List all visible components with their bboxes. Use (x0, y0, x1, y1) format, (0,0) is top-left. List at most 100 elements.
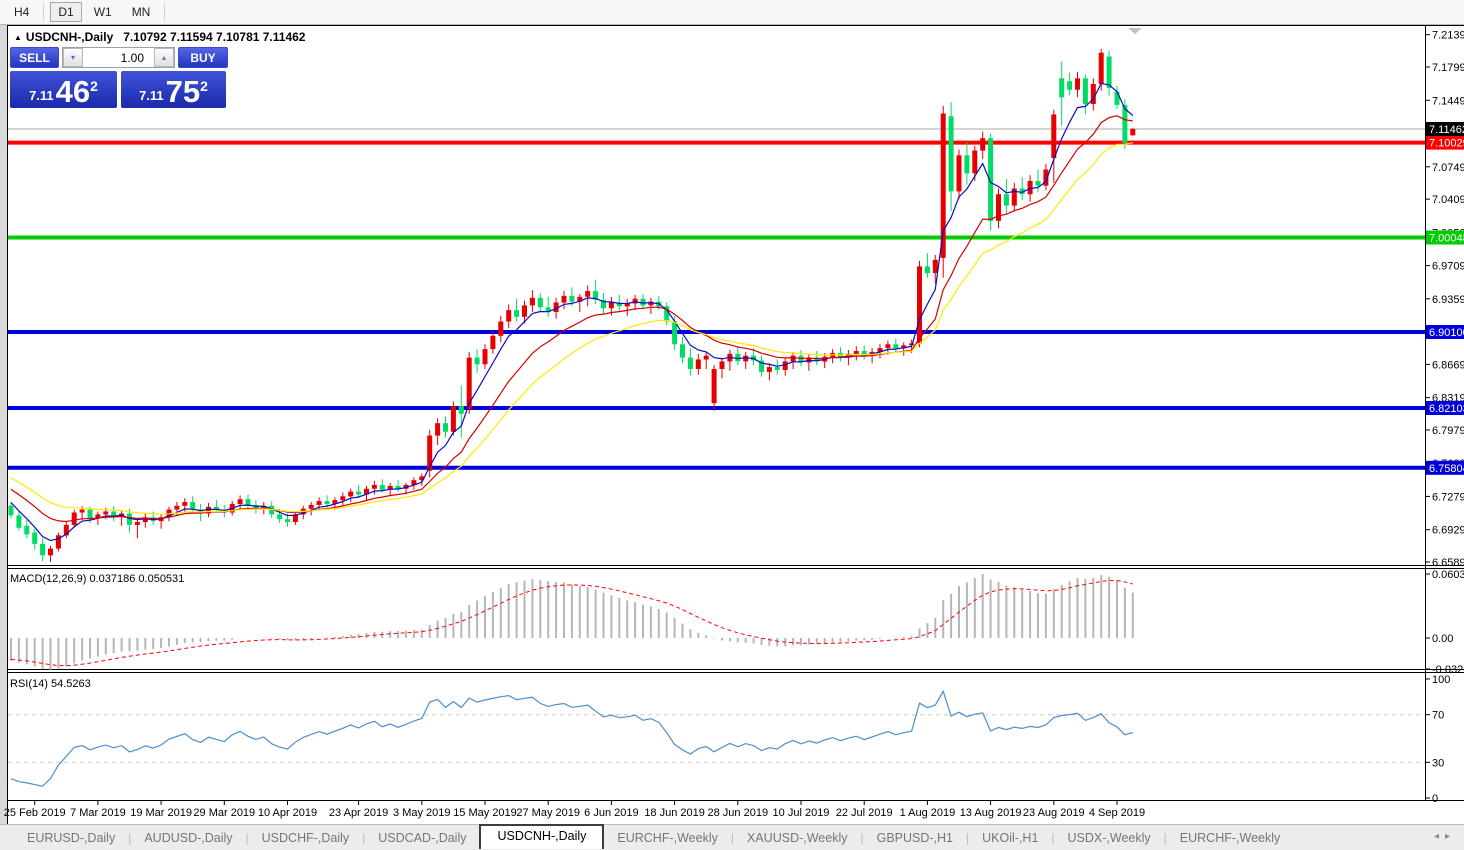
svg-text:10 Jul 2019: 10 Jul 2019 (773, 807, 830, 819)
svg-text:28 Jun 2019: 28 Jun 2019 (708, 807, 769, 819)
svg-text:-0.032648: -0.032648 (1432, 664, 1464, 676)
macd-histogram (10, 574, 1134, 670)
svg-text:7.04090: 7.04090 (1432, 194, 1464, 206)
sell-price-button[interactable]: 7.11 46 2 (10, 71, 117, 108)
svg-text:6.82103: 6.82103 (1429, 403, 1464, 415)
svg-text:0: 0 (1432, 793, 1438, 805)
timeframe-button-d1[interactable]: D1 (50, 2, 82, 22)
sell-price-small: 7.11 (29, 88, 54, 103)
svg-text:70: 70 (1432, 710, 1444, 722)
svg-text:25 Feb 2019: 25 Feb 2019 (4, 807, 66, 819)
svg-text:100: 100 (1432, 674, 1450, 686)
sell-button[interactable]: SELL (10, 47, 59, 68)
rsi-line (10, 689, 1133, 787)
chart-tab-eurusd-daily[interactable]: EURUSD-,Daily (27, 830, 116, 845)
svg-text:6.72790: 6.72790 (1432, 491, 1464, 503)
svg-text:6.79790: 6.79790 (1432, 425, 1464, 437)
svg-text:23 Apr 2019: 23 Apr 2019 (329, 807, 388, 819)
svg-text:23 Aug 2019: 23 Aug 2019 (1023, 807, 1085, 819)
sell-price-big: 46 (55, 74, 91, 109)
tab-scroll-arrows[interactable]: ◂▸ (1434, 831, 1456, 842)
timeframe-button-w1[interactable]: W1 (93, 5, 112, 19)
svg-text:15 May 2019: 15 May 2019 (453, 807, 517, 819)
svg-text:22 Jul 2019: 22 Jul 2019 (836, 807, 893, 819)
svg-text:6.86690: 6.86690 (1432, 359, 1464, 371)
chart-tab-eurchf-weekly[interactable]: EURCHF-,Weekly (617, 830, 718, 845)
svg-text:7.11462: 7.11462 (1429, 124, 1464, 136)
volume-spinner: ▾ 1.00 ▴ (62, 47, 175, 68)
svg-text:18 Jun 2019: 18 Jun 2019 (644, 807, 705, 819)
svg-text:13 Aug 2019: 13 Aug 2019 (960, 807, 1022, 819)
volume-increase-icon[interactable]: ▴ (154, 48, 174, 67)
svg-text:7 Mar 2019: 7 Mar 2019 (70, 807, 126, 819)
svg-text:7.21390: 7.21390 (1432, 30, 1464, 42)
chart-frame (7, 25, 1464, 824)
chart-tab-xauusd-weekly[interactable]: XAUUSD-,Weekly (747, 830, 848, 845)
date-axis[interactable]: 25 Feb 2019 7 Mar 2019 19 Mar 2019 29 Mar 2… (4, 801, 1145, 819)
chart-symbol-label: USDCNH-,Daily (25, 30, 114, 44)
buy-price-small: 7.11 (139, 88, 164, 103)
timeframe-toolbar: H4 D1 W1 MN (0, 0, 1464, 25)
svg-text:6.75804: 6.75804 (1429, 463, 1464, 475)
chart-tab-ukoil-h1[interactable]: UKOil-,H1 (982, 830, 1039, 845)
chart-tab-eurchf-weekly[interactable]: EURCHF-,Weekly (1179, 830, 1281, 845)
buy-price-big: 75 (165, 74, 201, 109)
toolbar-separator (43, 3, 45, 21)
chart-tab-gbpusd-h1[interactable]: GBPUSD-,H1 (876, 830, 954, 845)
rsi-axis: 100 70 30 0 (1425, 674, 1450, 805)
window-left-border (0, 25, 7, 850)
chart-tab-usdcnh-daily[interactable]: USDCNH-,Daily (479, 823, 605, 849)
chart-tab-bar: EURUSD-,Daily | AUDUSD-,Daily | USDCHF-,Dail… (0, 823, 1464, 850)
svg-text:30: 30 (1432, 757, 1444, 769)
rsi-indicator-label: RSI(14) 54.5263 (10, 678, 91, 690)
tab-separator: | (245, 830, 249, 845)
tab-separator: | (966, 830, 970, 845)
tab-separator: | (730, 830, 734, 845)
tab-separator: | (1051, 830, 1055, 845)
svg-text:7.07490: 7.07490 (1432, 162, 1464, 174)
buy-price-button[interactable]: 7.11 75 2 (121, 71, 226, 108)
chart-shift-marker-icon[interactable] (1128, 28, 1142, 34)
svg-text:6.69290: 6.69290 (1432, 525, 1464, 537)
svg-text:6.97090: 6.97090 (1432, 261, 1464, 273)
one-click-trading-panel: SELL ▾ 1.00 ▴ BUY 7.11 46 2 7.11 75 2 (10, 47, 228, 108)
tab-scroll-right-icon[interactable]: ▸ (1444, 831, 1456, 842)
svg-text:10 Apr 2019: 10 Apr 2019 (258, 807, 317, 819)
collapse-panel-icon[interactable]: ▲ (14, 33, 22, 42)
svg-text:6.93590: 6.93590 (1432, 294, 1464, 306)
svg-text:27 May 2019: 27 May 2019 (516, 807, 580, 819)
macd-axis: 0.060317 0.00 -0.032648 (1425, 569, 1464, 676)
tab-scroll-left-icon[interactable]: ◂ (1433, 831, 1445, 842)
svg-text:3 May 2019: 3 May 2019 (393, 807, 450, 819)
tab-separator: | (1163, 830, 1167, 845)
sell-price-sup: 2 (90, 78, 98, 94)
svg-text:7.00048: 7.00048 (1429, 233, 1464, 245)
timeframe-button-h4[interactable]: H4 (14, 5, 30, 19)
svg-text:1 Aug 2019: 1 Aug 2019 (900, 807, 956, 819)
svg-text:4 Sep 2019: 4 Sep 2019 (1089, 807, 1145, 819)
chart-title: ▲ USDCNH-,Daily 7.10792 7.11594 7.10781 7.… (14, 30, 305, 44)
svg-text:7.10029: 7.10029 (1429, 138, 1464, 150)
svg-text:0.060317: 0.060317 (1432, 569, 1464, 581)
svg-text:19 Mar 2019: 19 Mar 2019 (130, 807, 192, 819)
tab-separator: | (362, 830, 366, 845)
toolbar-separator (164, 3, 166, 21)
volume-input[interactable]: 1.00 (120, 50, 144, 65)
chart-tab-audusd-daily[interactable]: AUDUSD-,Daily (144, 830, 233, 845)
chart-tab-usdchf-daily[interactable]: USDCHF-,Daily (261, 830, 350, 845)
chart-ohlc-values: 7.10792 7.11594 7.10781 7.11462 (123, 30, 306, 44)
svg-text:6 Jun 2019: 6 Jun 2019 (584, 807, 638, 819)
buy-button[interactable]: BUY (178, 47, 228, 68)
svg-text:0.00: 0.00 (1432, 633, 1453, 645)
support-resistance-lines[interactable] (8, 140, 1425, 470)
volume-decrease-icon[interactable]: ▾ (63, 48, 83, 67)
chart-tab-usdcad-daily[interactable]: USDCAD-,Daily (378, 830, 467, 845)
svg-text:29 Mar 2019: 29 Mar 2019 (193, 807, 255, 819)
price-axis-labels: 7.10029 7.00048 6.90100 6.82103 6.75804 7.114… (1426, 122, 1464, 475)
svg-text:6.90100: 6.90100 (1429, 327, 1464, 339)
timeframe-button-mn[interactable]: MN (131, 5, 151, 19)
chart-tab-usdx-weekly[interactable]: USDX-,Weekly (1067, 830, 1151, 845)
macd-signal-line (10, 580, 1133, 667)
